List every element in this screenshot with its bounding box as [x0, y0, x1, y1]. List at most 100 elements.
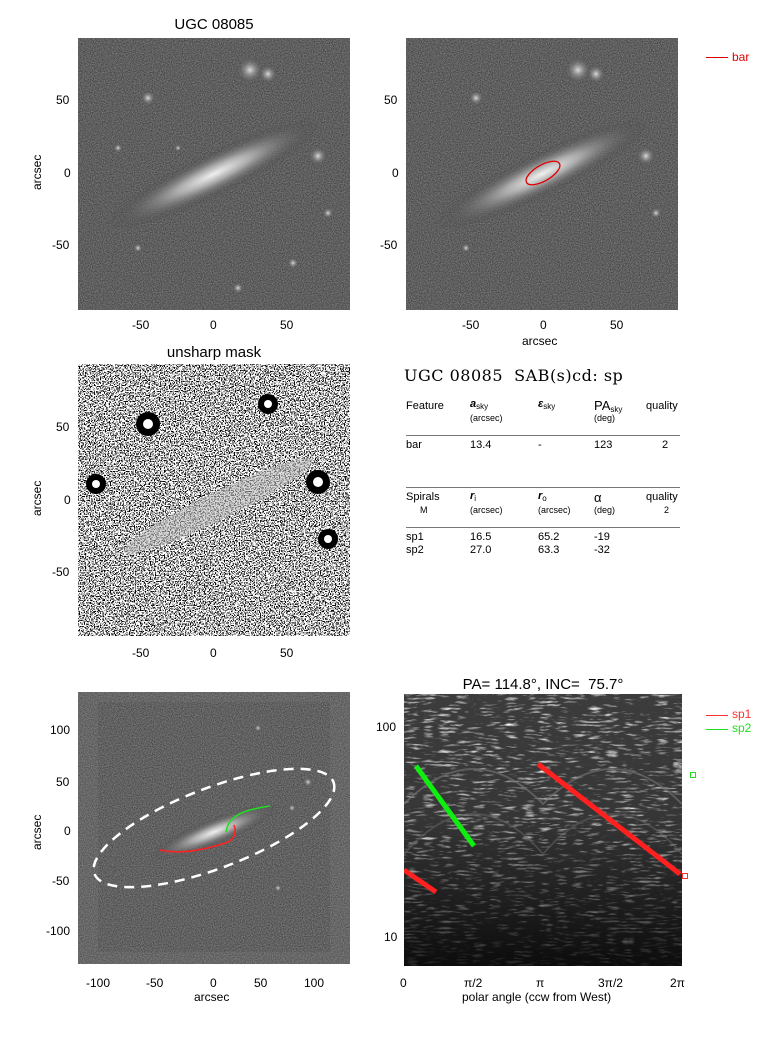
panel2-ytick: 0 — [392, 166, 399, 180]
panel3-title: unsharp mask — [166, 344, 262, 361]
panel1-xtick: -50 — [132, 318, 150, 332]
spiral-header-rule — [406, 527, 680, 528]
col-asky: asky — [470, 398, 489, 411]
sp1-marker — [682, 873, 688, 879]
col-asky-unit: (arcsec) — [470, 413, 503, 423]
spiral-row-name: sp2 — [406, 544, 424, 556]
bar-legend-line — [706, 57, 728, 58]
panel3-ytick: 50 — [56, 420, 70, 434]
panel3-ylabel: arcsec — [30, 480, 44, 516]
panel3-xtick: -50 — [132, 646, 150, 660]
bar-legend-label: bar — [732, 50, 750, 64]
panel6-xtick: 0 — [400, 976, 407, 990]
bar-row-eps: - — [538, 439, 542, 451]
col-feature: Feature — [406, 400, 444, 412]
bar-row-pa: 123 — [594, 439, 613, 451]
panel2-xtick: -50 — [462, 318, 480, 332]
panel3-xtick: 0 — [210, 646, 217, 660]
spiral-row-ri: 27.0 — [470, 544, 492, 556]
panel1-ytick: -50 — [52, 238, 70, 252]
sp2-segment — [413, 764, 477, 848]
bar-row-feature: bar — [406, 439, 422, 451]
bar-header-rule — [406, 435, 680, 436]
unsharp-mask-panel — [78, 364, 350, 636]
panel3-ytick: 0 — [64, 493, 71, 507]
panel1-xtick: 50 — [280, 318, 294, 332]
spiral-row-alpha: -19 — [594, 531, 610, 543]
polar-plot-panel — [404, 694, 682, 966]
panel1-ytick: 50 — [56, 93, 70, 107]
table-heading: UGC 08085 SAB(s)cd: sp — [404, 366, 624, 385]
spiral-top-rule — [406, 487, 680, 488]
panel2-xlabel: arcsec — [522, 334, 558, 348]
spiral-row-ro: 63.3 — [538, 544, 560, 556]
panel1-ylabel: arcsec — [30, 154, 44, 190]
disk-ellipse — [92, 767, 336, 889]
col-spiral-quality: quality — [646, 491, 678, 503]
col-alpha-unit: (deg) — [594, 505, 616, 515]
bar-overlay-panel — [406, 38, 678, 310]
col-pa-unit: (deg) — [594, 413, 616, 423]
spiral-table: Spirals M ri (arcsec) ro (arcsec) α (deg… — [406, 489, 680, 529]
col-ro: ro — [538, 490, 547, 503]
spiral-row-alpha: -32 — [594, 544, 610, 556]
panel5-ytick: 0 — [64, 824, 71, 838]
col-quality: quality — [646, 400, 678, 412]
panel5-xlabel: arcsec — [194, 990, 230, 1004]
panel3-xtick: 50 — [280, 646, 294, 660]
panel2-xtick: 50 — [610, 318, 624, 332]
panel6-title: PA= 114.8°, INC= 75.7° — [462, 676, 624, 693]
panel3-ytick: -50 — [52, 565, 70, 579]
spiral-row-name: sp1 — [406, 531, 424, 543]
panel5-ytick: -50 — [52, 874, 70, 888]
spiral-row-ri: 16.5 — [470, 531, 492, 543]
sp1-segment — [404, 867, 438, 895]
col-pa: PAsky — [594, 398, 623, 414]
galaxy-image-panel — [78, 38, 350, 310]
spiral-row-ro: 65.2 — [538, 531, 560, 543]
panel6-xlabel: polar angle (ccw from West) — [462, 990, 612, 1004]
panel5-ytick: 100 — [50, 723, 71, 737]
spiral-overlay-panel — [78, 692, 350, 964]
bar-row-asky: 13.4 — [470, 439, 492, 451]
col-alpha: α — [594, 490, 602, 505]
col-eps: εsky — [538, 398, 556, 411]
panel6-xtick: π — [536, 976, 545, 990]
col-ro-unit: (arcsec) — [538, 505, 571, 515]
panel5-ytick: 50 — [56, 775, 70, 789]
bar-row-quality: 2 — [662, 439, 669, 451]
bar-ellipse — [525, 160, 561, 186]
panel5-xtick: -100 — [86, 976, 111, 990]
panel6-xtick: 3π/2 — [598, 976, 623, 990]
sp1-legend-label: sp1 — [732, 707, 752, 721]
bar-row: bar 13.4 - 123 2 — [406, 439, 680, 455]
sp2-legend-label: sp2 — [732, 721, 752, 735]
panel5-xtick: 0 — [210, 976, 217, 990]
sp1-segment — [536, 762, 682, 876]
panel5-xtick: -50 — [146, 976, 164, 990]
sp1-legend-line — [706, 715, 728, 716]
panel2-ytick: -50 — [380, 238, 398, 252]
panel6-ytick: 10 — [384, 930, 398, 944]
spiral-row: sp2 27.0 63.3 -32 — [406, 544, 680, 558]
panel6-ytick: 100 — [376, 720, 397, 734]
col-ri-unit: (arcsec) — [470, 505, 503, 515]
col-m: M — [420, 505, 428, 515]
panel5-xtick: 100 — [304, 976, 325, 990]
panel1-ytick: 0 — [64, 166, 71, 180]
bar-table: Feature asky (arcsec) εsky PAsky (deg) q… — [406, 396, 680, 456]
panel2-ytick: 50 — [384, 93, 398, 107]
col-spiral-quality-val: 2 — [664, 505, 670, 515]
sp2-legend-line — [706, 729, 728, 730]
panel5-ytick: -100 — [46, 924, 71, 938]
col-spirals: Spirals — [406, 491, 440, 503]
col-ri: ri — [470, 490, 477, 503]
panel1-xtick: 0 — [210, 318, 217, 332]
panel6-xtick: 2π — [670, 976, 685, 990]
panel2-xtick: 0 — [540, 318, 547, 332]
sp2-marker — [690, 772, 696, 778]
polar-plot-overlay — [404, 762, 682, 895]
panel1-title: UGC 08085 — [174, 16, 254, 33]
panel5-ylabel: arcsec — [30, 814, 44, 850]
panel5-xtick: 50 — [254, 976, 268, 990]
